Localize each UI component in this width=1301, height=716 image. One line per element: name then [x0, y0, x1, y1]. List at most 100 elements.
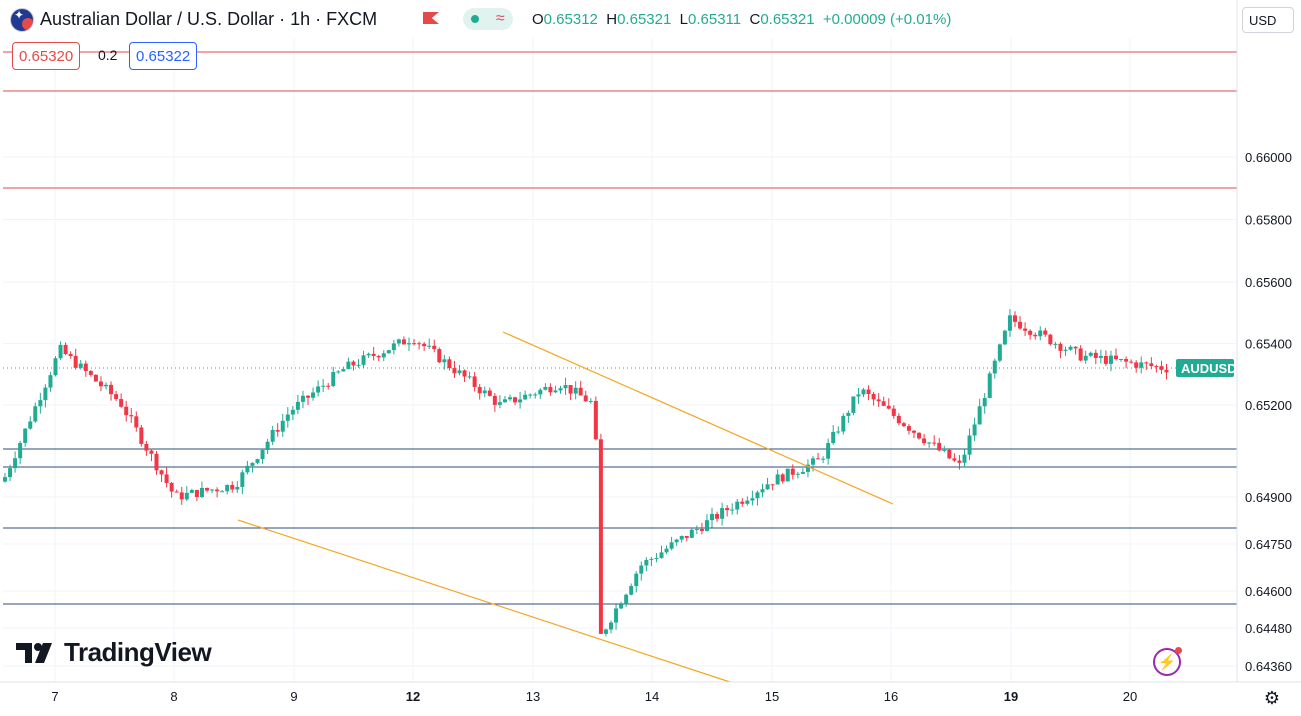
candle-body	[114, 394, 119, 400]
live-status-pill[interactable]: ≈	[463, 8, 513, 30]
trendline	[502, 331, 894, 505]
candle-body	[816, 458, 821, 460]
symbol-title[interactable]: Australian Dollar / U.S. Dollar · 1h · F…	[40, 9, 378, 29]
candle-body	[967, 435, 972, 455]
candle-body	[391, 343, 396, 351]
currency-selector[interactable]: USD	[1242, 7, 1294, 33]
candle-body	[270, 429, 275, 442]
candle-body	[174, 491, 179, 493]
candle-body	[73, 355, 78, 368]
candle-body	[876, 399, 881, 402]
candle-body	[119, 399, 124, 407]
x-tick-label: 8	[170, 689, 177, 704]
high-value: 0.65321	[617, 11, 672, 28]
candle-body	[1018, 321, 1023, 329]
tradingview-logo[interactable]: TradingView	[16, 637, 212, 668]
candle-body	[265, 441, 270, 450]
y-tick-label: 0.64360	[1245, 659, 1292, 674]
candle-body	[609, 622, 613, 630]
candle-body	[977, 406, 982, 425]
candle-body	[578, 387, 583, 396]
candle-body	[548, 386, 553, 393]
candle-body	[775, 474, 780, 485]
candle-body	[922, 438, 927, 444]
settings-icon[interactable]: ⚙	[1263, 687, 1281, 708]
candle-body	[255, 459, 260, 463]
candle-body	[937, 442, 942, 451]
candle-body	[250, 462, 255, 466]
red-flag-icon[interactable]	[423, 12, 439, 24]
candle-body	[58, 344, 63, 359]
candle-body	[1002, 330, 1007, 345]
candle-body	[245, 465, 250, 473]
candle-body	[492, 395, 497, 405]
buy-button[interactable]: 0.65322	[129, 42, 198, 70]
candle-body	[720, 508, 725, 519]
candle-body	[765, 484, 770, 490]
candle-body	[1154, 366, 1159, 368]
candle-body	[351, 361, 356, 366]
candle-body	[906, 426, 911, 431]
candle-body	[144, 443, 149, 451]
candle-body	[811, 458, 815, 465]
candle-body	[836, 431, 841, 433]
candle-body	[846, 412, 851, 416]
candle-body	[992, 360, 997, 374]
candle-body	[912, 430, 916, 433]
candle-body	[482, 390, 487, 394]
candle-body	[8, 468, 13, 478]
candle-body	[917, 432, 922, 439]
y-tick-label: 0.65800	[1245, 213, 1292, 228]
candle-body	[957, 460, 962, 463]
candle-body	[179, 492, 184, 500]
candle-body	[699, 528, 704, 531]
candle-body	[790, 468, 795, 475]
candle-body	[1098, 355, 1103, 358]
price-axis[interactable]: 0.66000 0.65800 0.65600 0.65400 0.65200 0.649…	[1236, 0, 1301, 716]
lightning-icon[interactable]: ⚡	[1153, 647, 1182, 676]
candle-body	[159, 470, 164, 475]
x-tick-label: 15	[765, 689, 779, 704]
candle-body	[593, 401, 598, 440]
candle-body	[306, 395, 310, 398]
candle-body	[861, 389, 866, 395]
candle-body	[18, 442, 23, 459]
candle-body	[194, 490, 199, 498]
candle-body	[23, 428, 28, 443]
y-tick-label: 0.66000	[1245, 150, 1292, 165]
candle-body	[518, 399, 523, 403]
candle-body	[679, 535, 684, 540]
sell-button[interactable]: 0.65320	[12, 42, 81, 70]
candle-body	[93, 374, 98, 382]
candle-body	[447, 359, 452, 369]
candle-body	[927, 442, 932, 444]
candle-body	[1038, 330, 1043, 337]
live-status-icon	[471, 15, 480, 23]
candle-body	[442, 359, 447, 363]
candle-body	[871, 394, 876, 400]
candle-body	[942, 449, 947, 451]
candle-body	[225, 484, 230, 492]
candle-body	[412, 343, 417, 345]
candle-body	[109, 384, 114, 395]
candle-body	[841, 415, 846, 432]
candle-body	[98, 381, 103, 387]
candle-body	[795, 473, 800, 475]
candle-body	[856, 394, 861, 397]
candle-body	[715, 513, 720, 519]
candle-body	[725, 508, 730, 511]
candle-body	[851, 396, 856, 413]
candle-body	[770, 484, 775, 486]
candle-body	[624, 594, 629, 605]
candle-body	[331, 372, 336, 387]
candle-body	[1058, 343, 1063, 351]
candle-body	[598, 439, 603, 634]
candle-body	[588, 401, 593, 403]
time-axis[interactable]: 7 8 9 12 13 14 15 16 19 20	[0, 681, 1301, 716]
candle-body	[674, 539, 679, 543]
candle-body	[376, 356, 381, 358]
candle-body	[38, 400, 43, 407]
candle-body	[780, 474, 785, 482]
candle-body	[886, 405, 891, 409]
